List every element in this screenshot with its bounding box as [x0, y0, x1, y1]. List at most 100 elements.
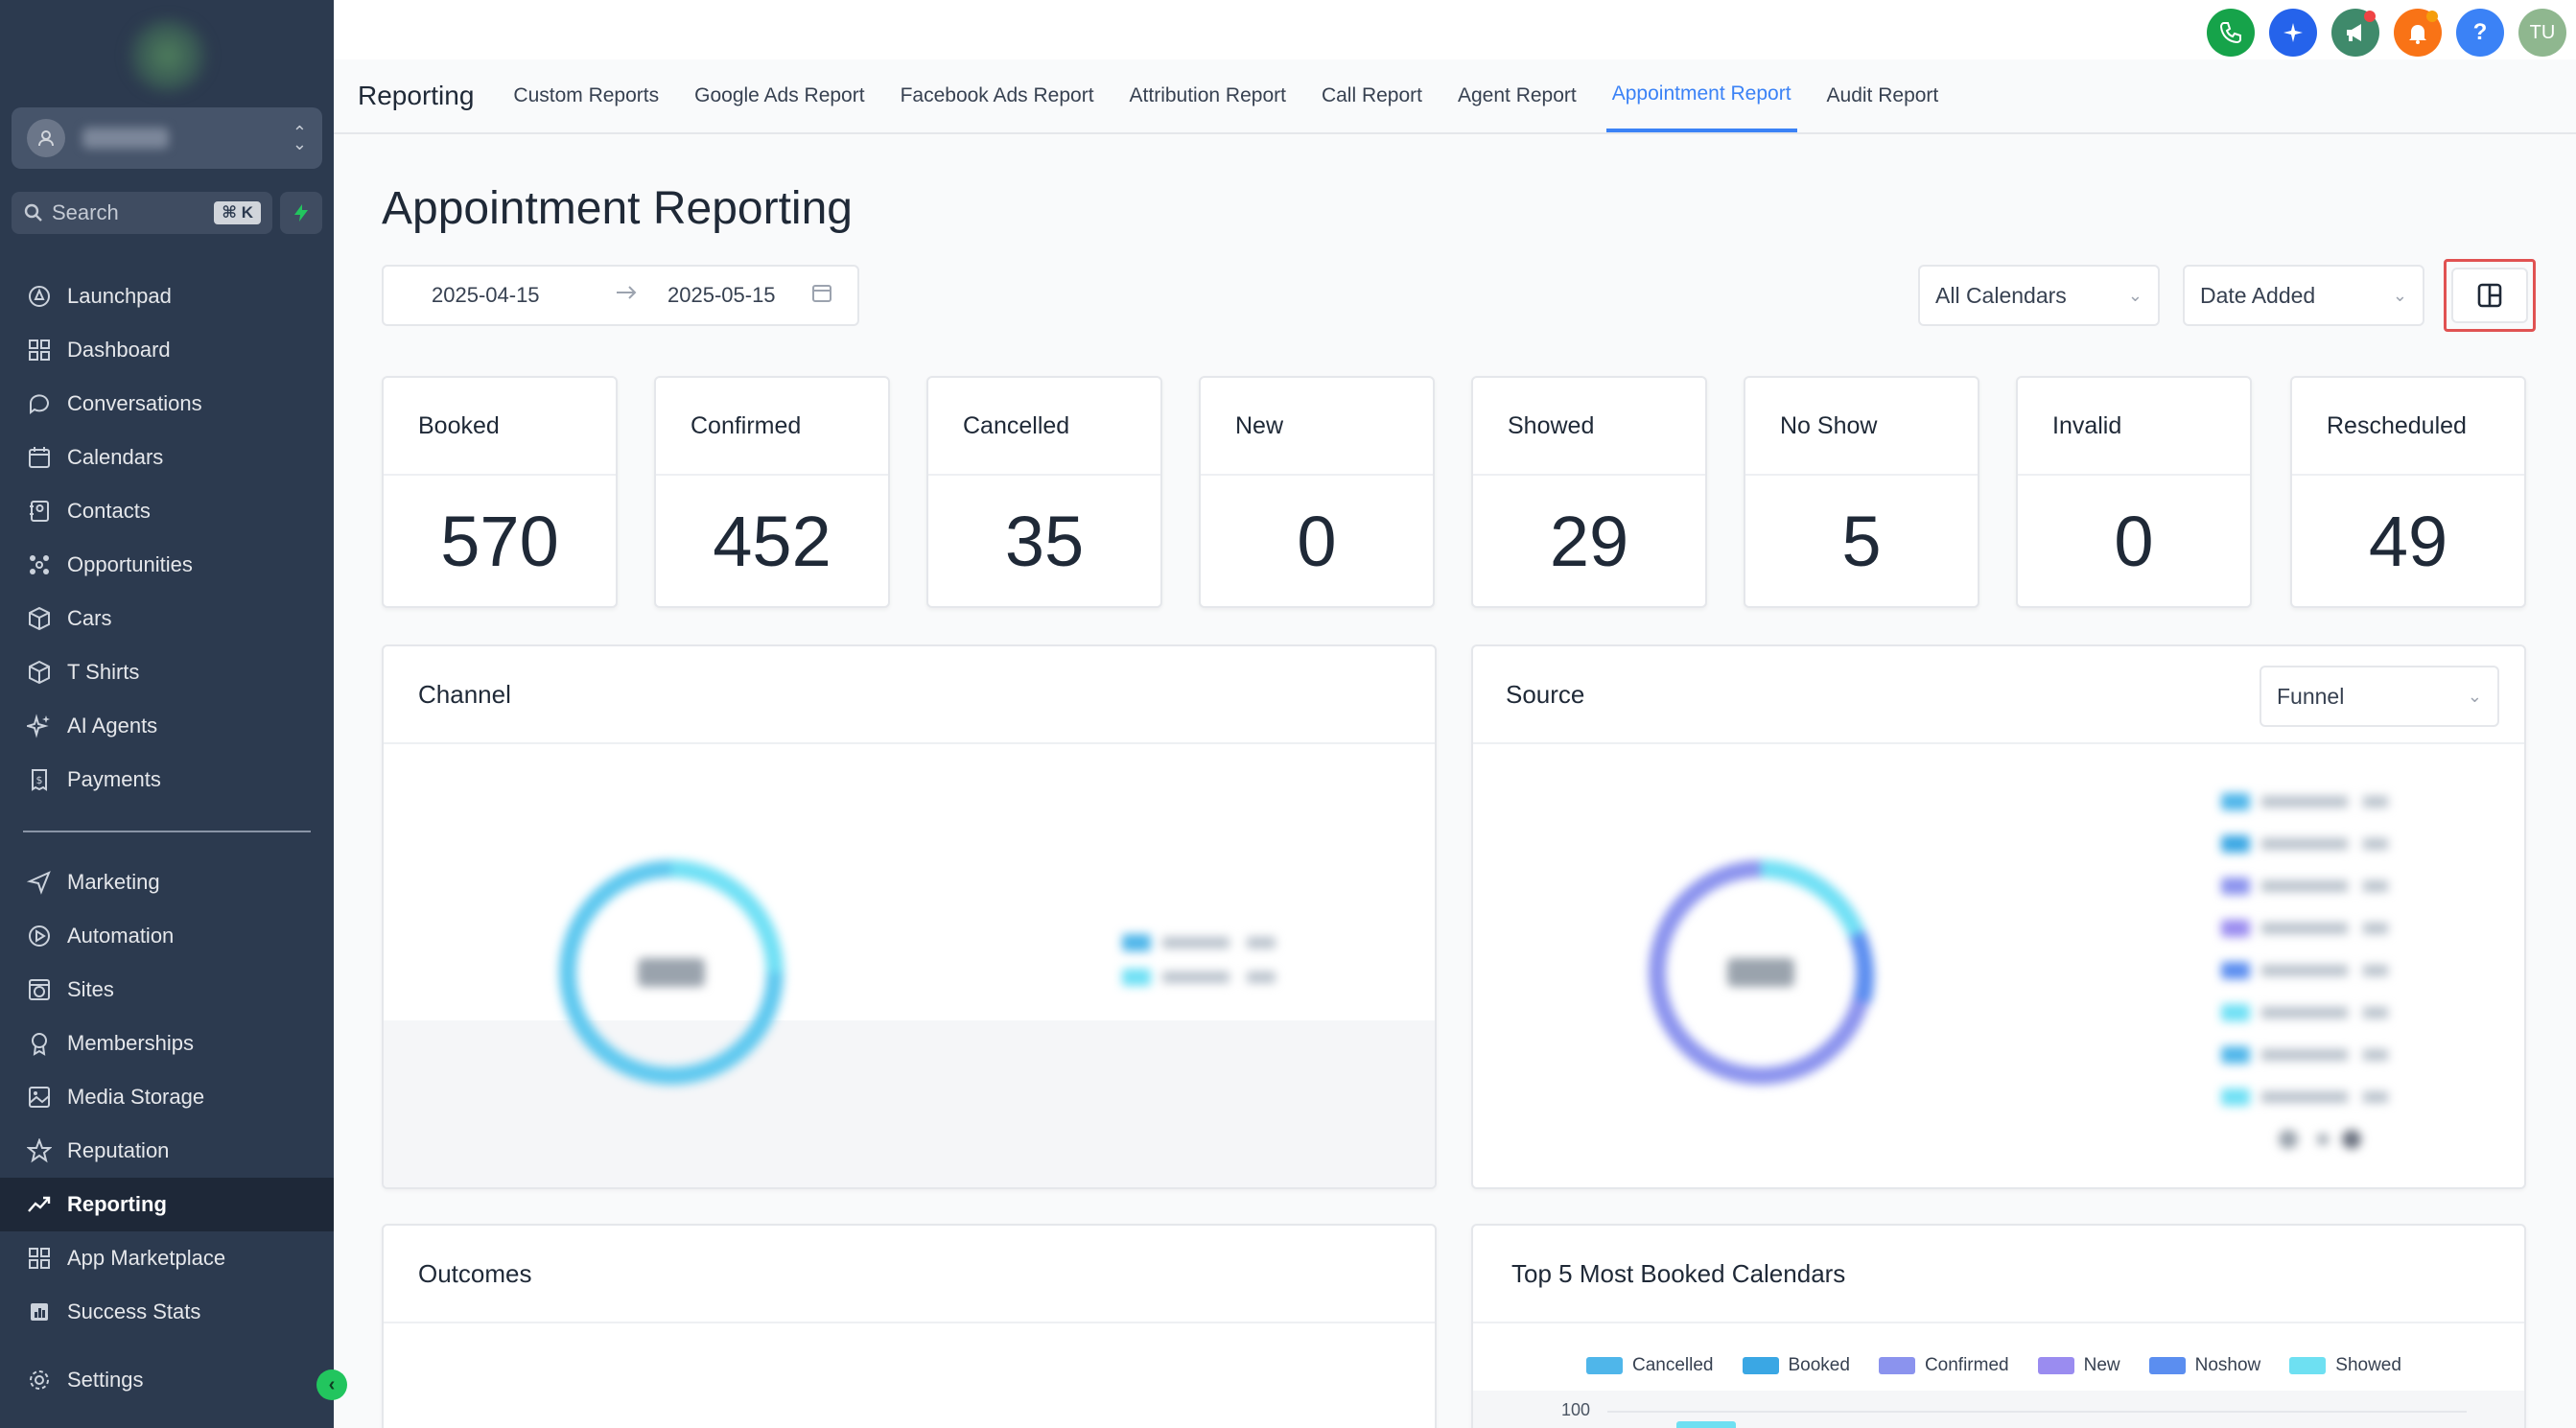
layout-toggle-button[interactable]: [2444, 259, 2536, 332]
tab-facebook-ads-report[interactable]: Facebook Ads Report: [900, 84, 1094, 106]
calendar-filter-select[interactable]: All Calendars ⌄: [1918, 265, 2160, 326]
legend-swatch: [2037, 1357, 2074, 1374]
collapse-sidebar-button[interactable]: ‹: [316, 1369, 347, 1400]
legend-item-new[interactable]: New: [2037, 1355, 2120, 1376]
chart-area: [1473, 1391, 2524, 1428]
sidebar-item-payments[interactable]: $ Payments: [0, 753, 334, 807]
account-name: [82, 128, 169, 149]
sidebar-item-contacts[interactable]: Contacts: [0, 484, 334, 538]
legend-label: New: [2083, 1355, 2120, 1375]
tab-agent-report[interactable]: Agent Report: [1458, 84, 1577, 106]
sidebar-item-label: Calendars: [67, 445, 164, 469]
sidebar-item-app-marketplace[interactable]: App Marketplace: [0, 1231, 334, 1285]
sidebar-item-launchpad[interactable]: Launchpad: [0, 269, 334, 323]
help-icon[interactable]: ?: [2456, 9, 2504, 57]
stat-label: New: [1201, 378, 1433, 476]
source-donut-chart: [1649, 860, 1875, 1085]
sidebar-item-label: Launchpad: [67, 284, 172, 308]
sidebar-item-reporting[interactable]: Reporting: [0, 1178, 334, 1231]
tab-call-report[interactable]: Call Report: [1321, 84, 1422, 106]
legend-item-cancelled[interactable]: Cancelled: [1586, 1355, 1714, 1376]
bell-icon[interactable]: [2394, 9, 2442, 57]
stat-value: 35: [1004, 501, 1085, 581]
legend-swatch: [1742, 1357, 1779, 1374]
calendar-icon: [811, 282, 832, 309]
date-to: 2025-05-15: [667, 283, 776, 307]
stat-label: Cancelled: [928, 378, 1160, 476]
legend-swatch: [1586, 1357, 1623, 1374]
legend-swatch: [2148, 1357, 2186, 1374]
legend-label: Noshow: [2194, 1355, 2261, 1375]
magic-icon[interactable]: [2269, 9, 2317, 57]
sidebar-item-label: Automation: [67, 924, 175, 948]
sidebar-item-automation[interactable]: Automation: [0, 909, 334, 963]
megaphone-icon[interactable]: [2331, 9, 2379, 57]
legend-swatch: [1878, 1357, 1915, 1374]
sidebar-item-conversations[interactable]: Conversations: [0, 377, 334, 431]
sidebar-item-cars[interactable]: Cars: [0, 592, 334, 645]
date-range-picker[interactable]: 2025-04-15 2025-05-15: [382, 265, 859, 326]
stat-card-new: New 0: [1199, 376, 1435, 608]
send-icon: [25, 868, 54, 897]
quick-action-button[interactable]: [280, 192, 322, 234]
source-type-select[interactable]: Funnel ⌄: [2260, 666, 2499, 727]
source-panel: Source Funnel ⌄: [1471, 644, 2526, 1189]
layout-icon: [2451, 268, 2528, 323]
date-filter-value: Date Added: [2200, 282, 2316, 308]
chat-icon: [25, 389, 54, 418]
stat-card-showed: Showed 29: [1471, 376, 1707, 608]
section-title: Reporting: [358, 81, 475, 110]
tab-google-ads-report[interactable]: Google Ads Report: [694, 84, 865, 106]
sidebar-item-label: Marketing: [67, 870, 160, 894]
user-avatar[interactable]: TU: [2518, 9, 2566, 57]
source-legend: [2221, 781, 2388, 1160]
stat-value: 0: [1297, 501, 1337, 581]
sidebar-item-memberships[interactable]: Memberships: [0, 1017, 334, 1070]
sidebar-item-media-storage[interactable]: Media Storage: [0, 1070, 334, 1124]
sidebar-item-t-shirts[interactable]: T Shirts: [0, 645, 334, 699]
page-title: Appointment Reporting: [382, 183, 853, 234]
search-input[interactable]: Search ⌘ K: [12, 192, 272, 234]
calendar-icon: [25, 443, 54, 472]
company-logo[interactable]: [125, 17, 211, 94]
stat-value: 29: [1549, 501, 1629, 581]
sidebar-item-ai-agents[interactable]: AI Agents: [0, 699, 334, 753]
date-filter-select[interactable]: Date Added ⌄: [2183, 265, 2424, 326]
sidebar-item-sites[interactable]: Sites: [0, 963, 334, 1017]
account-switcher[interactable]: ⌃ ⌄: [12, 107, 322, 169]
sidebar-item-reputation[interactable]: Reputation: [0, 1124, 334, 1178]
legend-item-showed[interactable]: Showed: [2289, 1355, 2401, 1376]
sidebar-item-success-stats[interactable]: Success Stats: [0, 1285, 334, 1339]
panel-title: Source: [1473, 646, 2524, 744]
sidebar-item-settings[interactable]: Settings: [0, 1353, 334, 1407]
phone-icon[interactable]: [2207, 9, 2255, 57]
legend-item-confirmed[interactable]: Confirmed: [1878, 1355, 2009, 1376]
bolt-icon: [294, 204, 308, 222]
outcomes-panel: Outcomes: [382, 1224, 1437, 1428]
arrow-right-icon: [614, 283, 667, 308]
sidebar-item-label: Cars: [67, 606, 112, 630]
tab-attribution-report[interactable]: Attribution Report: [1129, 84, 1286, 106]
sidebar-item-opportunities[interactable]: Opportunities: [0, 538, 334, 592]
sidebar-item-label: App Marketplace: [67, 1246, 226, 1270]
stat-label: Confirmed: [656, 378, 888, 476]
stat-value: 49: [2368, 501, 2448, 581]
legend-item-booked[interactable]: Booked: [1742, 1355, 1850, 1376]
tab-audit-report[interactable]: Audit Report: [1826, 84, 1939, 106]
top5-legend: Cancelled Booked Confirmed New Noshow Sh…: [1586, 1355, 2430, 1376]
stat-card-rescheduled: Rescheduled 49: [2290, 376, 2526, 608]
sidebar-item-marketing[interactable]: Marketing: [0, 855, 334, 909]
stat-card-invalid: Invalid 0: [2016, 376, 2252, 608]
legend-item-noshow[interactable]: Noshow: [2148, 1355, 2261, 1376]
sidebar-item-calendars[interactable]: Calendars: [0, 431, 334, 484]
sidebar-item-label: T Shirts: [67, 660, 140, 684]
rocket-icon: [25, 282, 54, 311]
sidebar-item-dashboard[interactable]: Dashboard: [0, 323, 334, 377]
tab-appointment-report[interactable]: Appointment Report: [1605, 59, 1797, 132]
legend-label: Showed: [2335, 1355, 2401, 1375]
sidebar-item-label: AI Agents: [67, 714, 158, 737]
tab-custom-reports[interactable]: Custom Reports: [513, 84, 660, 106]
channel-legend: [1122, 934, 1276, 986]
stat-value: 452: [713, 501, 831, 581]
search-placeholder: Search: [52, 200, 119, 224]
